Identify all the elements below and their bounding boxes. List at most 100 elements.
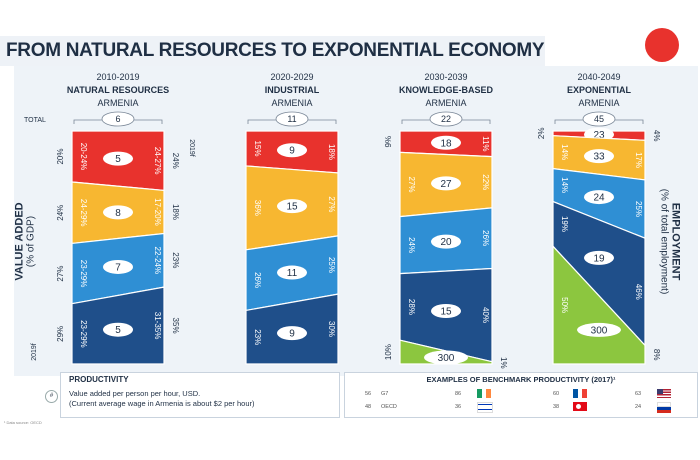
column-country: ARMENIA — [271, 98, 312, 108]
segment-left-share: 23% — [253, 329, 262, 345]
column-country: ARMENIA — [97, 98, 138, 108]
segment-right-share: 25% — [634, 201, 643, 217]
value-added-share: 24% — [56, 205, 65, 221]
data-source-note: ¹ Data source: OECD — [4, 420, 42, 425]
segment-right-share: 31-35% — [153, 312, 162, 340]
segment-left-share: 20-24% — [79, 143, 88, 171]
benchmark-oecd-value: 48 — [365, 404, 372, 410]
ireland-flag-icon — [477, 389, 492, 398]
total-value: 45 — [594, 114, 604, 124]
productivity-oval — [431, 176, 461, 191]
productivity-oval — [431, 135, 461, 150]
segment-green — [552, 244, 646, 365]
segment-right-share: 24-27% — [153, 147, 162, 175]
benchmark-g7-value: 56 — [365, 391, 372, 397]
productivity-legend: # PRODUCTIVITY Value added per person pe… — [45, 372, 340, 418]
employment-share: 4% — [652, 130, 661, 142]
employment-share: 35% — [171, 318, 180, 334]
turkey-flag-icon — [573, 402, 587, 411]
total-oval — [582, 111, 616, 127]
productivity-value: 9 — [289, 146, 295, 157]
segment-right-share: 27% — [327, 196, 336, 212]
employment-year: 2019f — [188, 139, 195, 157]
productivity-value: 300 — [438, 353, 455, 364]
title-bar — [0, 36, 545, 66]
productivity-marker: # — [45, 390, 58, 403]
segment-right-share: 25% — [327, 257, 336, 273]
total-label: TOTAL — [24, 117, 46, 124]
productivity-oval — [431, 304, 461, 319]
productivity-oval — [103, 259, 133, 274]
segment-right-share: 17-20% — [153, 198, 162, 226]
productivity-value: 5 — [115, 154, 121, 165]
productivity-oval — [103, 151, 133, 166]
segment-left-share: 28% — [407, 299, 416, 315]
benchmark-ireland-value: 86 — [455, 391, 462, 397]
productivity-value: 18 — [440, 138, 452, 149]
productivity-oval — [431, 234, 461, 249]
segment-right-share: 17% — [634, 152, 643, 168]
employment-share: 24% — [171, 153, 180, 169]
benchmark-israel-value: 36 — [455, 404, 462, 410]
total-oval — [101, 111, 135, 127]
value-added-year: 2019f — [31, 343, 38, 361]
column-country: ARMENIA — [425, 98, 466, 108]
column-title: EXPONENTIAL — [567, 85, 632, 95]
productivity-value: 23 — [593, 130, 605, 141]
segment-left-share: 27% — [407, 176, 416, 192]
total-value: 11 — [287, 114, 296, 124]
segment-left-share: 50% — [560, 297, 569, 313]
segment-right-share: 11% — [481, 136, 490, 151]
segment-right-share: 22-24% — [153, 247, 162, 275]
value-added-share: 20% — [56, 148, 65, 164]
segment-left-share: 14% — [560, 177, 569, 193]
productivity-line2: (Current average wage in Armenia is abou… — [69, 399, 255, 408]
productivity-value: 19 — [593, 253, 605, 264]
column-title: NATURAL RESOURCES — [67, 85, 169, 95]
segment-right-share: 30% — [327, 321, 336, 337]
value-added-share: 10% — [384, 344, 393, 360]
productivity-value: 5 — [115, 325, 121, 336]
productivity-value: 15 — [286, 202, 298, 213]
segment-left-share: 26% — [253, 272, 262, 288]
column-title: INDUSTRIAL — [265, 85, 320, 95]
value-added-share: 29% — [56, 326, 65, 342]
productivity-value: 300 — [591, 325, 608, 336]
column-period: 2030-2039 — [424, 72, 467, 82]
productivity-oval — [584, 190, 614, 205]
total-oval — [429, 111, 463, 127]
benchmark-g7-label: G7 — [381, 391, 389, 397]
productivity-oval — [577, 322, 621, 337]
column-period: 2010-2019 — [96, 72, 139, 82]
segment-left-share: 19% — [560, 216, 569, 232]
value-added-share: 2% — [537, 128, 546, 140]
segment-left-share: 36% — [253, 200, 262, 216]
productivity-oval — [584, 250, 614, 265]
productivity-oval — [277, 326, 307, 341]
productivity-value: 11 — [287, 268, 298, 279]
productivity-value: 8 — [115, 208, 121, 219]
segment-left-share: 24-29% — [79, 199, 88, 227]
benchmark-title: EXAMPLES OF BENCHMARK PRODUCTIVITY (2017… — [426, 375, 616, 384]
segment-right-share: 18% — [327, 144, 336, 160]
benchmark-usa-value: 63 — [635, 391, 642, 397]
column-title: KNOWLEDGE-BASED — [399, 85, 493, 95]
france-flag-icon — [573, 389, 588, 398]
segment-right-share: 22% — [481, 174, 490, 190]
total-value: 22 — [441, 114, 451, 124]
productivity-oval — [584, 149, 614, 164]
page-title: FROM NATURAL RESOURCES TO EXPONENTIAL EC… — [6, 40, 545, 61]
benchmark-legend: EXAMPLES OF BENCHMARK PRODUCTIVITY (2017… — [344, 372, 698, 418]
value-added-share: 27% — [56, 266, 65, 282]
productivity-value: 33 — [593, 152, 605, 163]
productivity-oval — [103, 205, 133, 220]
productivity-line1: Value added per person per hour, USD. — [69, 389, 201, 398]
employment-share: 18% — [171, 204, 180, 220]
segment-right-share: 26% — [481, 230, 490, 246]
segment-left-share: 14% — [560, 144, 569, 160]
benchmark-turkey-value: 38 — [553, 404, 560, 410]
segment-right-share: 40% — [481, 307, 490, 323]
productivity-value: 7 — [115, 262, 121, 273]
employment-share: 8% — [652, 349, 661, 361]
